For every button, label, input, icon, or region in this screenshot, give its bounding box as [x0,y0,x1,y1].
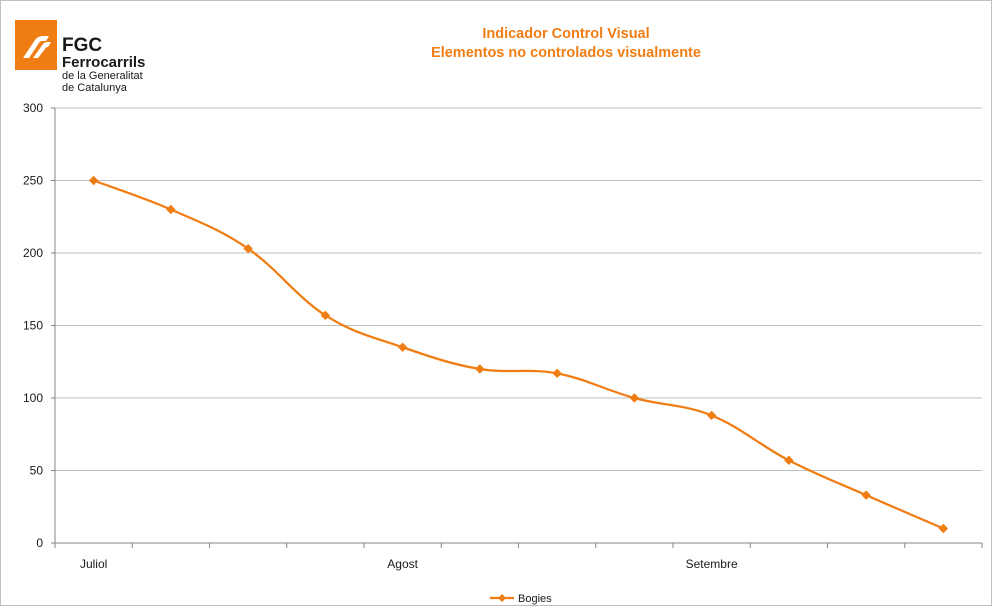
y-tick-label: 100 [23,391,43,405]
data-point-marker [706,410,717,421]
series-bogies [88,175,949,534]
y-tick-label: 250 [23,174,43,188]
axes: 0 50 100 150 200 250 300 Juliol Agost Setembre [23,101,983,571]
gridlines [55,107,982,471]
y-tick-label: 50 [30,464,44,478]
data-point-marker [552,368,562,379]
y-tick-label: 300 [23,101,43,115]
data-point-marker [475,364,485,374]
series-line-bogies [93,179,944,530]
data-point-marker [784,455,794,466]
data-point-marker [88,175,99,186]
y-tick-label: 0 [36,536,43,550]
logo-line-1: Ferrocarrils [62,54,146,71]
chart-title-block: Indicador Control Visual Elementos no co… [301,25,831,63]
data-point-marker [320,310,331,321]
data-point-marker [166,204,176,215]
legend-label-bogies: Bogies [518,593,552,605]
legend-marker-bogies [498,594,506,602]
data-point-marker [629,393,640,403]
y-tick-label: 200 [23,246,43,260]
chart-subtitle: Elementos no controlados visualmente [431,45,701,61]
x-tick-label: Agost [387,557,418,571]
x-tick-label: Juliol [80,557,107,571]
logo-line-2: de la Generalitat [62,70,143,82]
legend: Bogies [490,593,552,605]
data-point-marker [938,523,949,534]
fgc-logo: FGC Ferrocarrils de la Generalitat de Ca… [15,20,175,100]
data-point-marker [861,490,871,500]
chart-title: Indicador Control Visual [482,26,650,42]
fgc-logo-mark-icon [15,20,57,70]
data-point-marker [397,342,408,352]
logo-name: FGC [62,35,103,56]
x-tick-label: Setembre [686,557,738,571]
y-tick-label: 150 [23,319,43,333]
logo-line-3: de Catalunya [62,82,127,94]
data-point-marker [243,243,253,254]
